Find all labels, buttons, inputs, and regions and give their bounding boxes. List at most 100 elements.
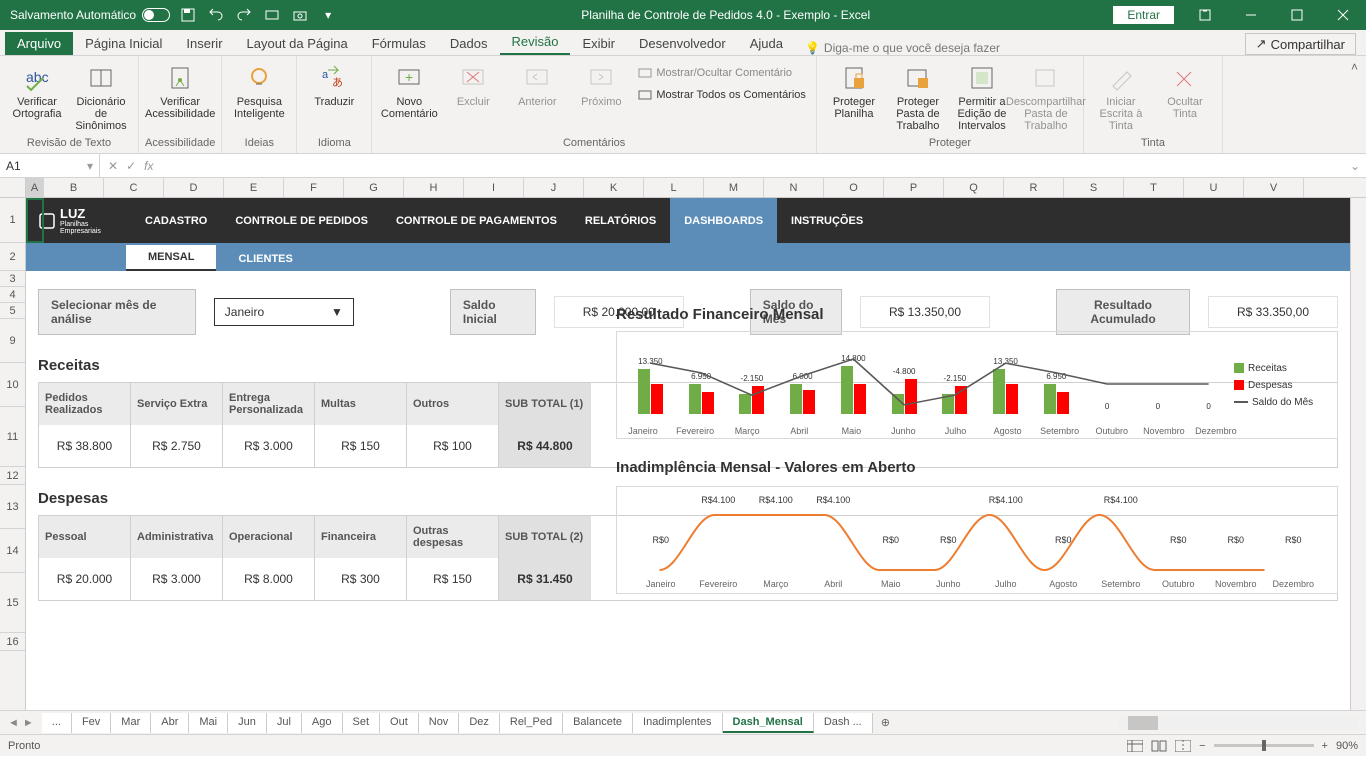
nav-relatorios[interactable]: RELATÓRIOS (571, 198, 670, 243)
qat-icon[interactable] (262, 5, 282, 25)
sheet-tab[interactable]: Abr (151, 713, 189, 733)
row-header[interactable]: 5 (0, 303, 25, 319)
sheet-tab[interactable]: Ago (302, 713, 343, 733)
nav-pagamentos[interactable]: CONTROLE DE PAGAMENTOS (382, 198, 571, 243)
row-header[interactable]: 14 (0, 529, 25, 573)
zoom-out-button[interactable]: − (1199, 740, 1205, 752)
zoom-slider[interactable] (1214, 744, 1314, 747)
subtab-mensal[interactable]: MENSAL (126, 245, 216, 271)
expand-formula-icon[interactable]: ⌄ (1344, 159, 1366, 173)
zoom-in-button[interactable]: + (1322, 740, 1328, 752)
column-header[interactable]: S (1064, 178, 1124, 197)
sheet-tab[interactable]: Inadimplentes (633, 713, 723, 733)
tab-developer[interactable]: Desenvolvedor (627, 32, 738, 55)
nav-pedidos[interactable]: CONTROLE DE PEDIDOS (221, 198, 382, 243)
sheet-tab[interactable]: Nov (419, 713, 460, 733)
protect-sheet-button[interactable]: Proteger Planilha (823, 60, 885, 120)
login-button[interactable]: Entrar (1113, 6, 1174, 24)
accept-formula-icon[interactable]: ✓ (126, 159, 136, 173)
smart-lookup-button[interactable]: Pesquisa Inteligente (228, 60, 290, 120)
fx-icon[interactable]: fx (144, 159, 153, 173)
column-header[interactable]: R (1004, 178, 1064, 197)
column-header[interactable]: Q (944, 178, 1004, 197)
row-header[interactable]: 16 (0, 633, 25, 651)
column-header[interactable]: J (524, 178, 584, 197)
column-header[interactable]: D (164, 178, 224, 197)
view-layout-icon[interactable] (1151, 740, 1167, 752)
column-header[interactable]: N (764, 178, 824, 197)
column-header[interactable]: T (1124, 178, 1184, 197)
save-icon[interactable] (178, 5, 198, 25)
row-header[interactable]: 9 (0, 319, 25, 363)
tab-insert[interactable]: Inserir (174, 32, 234, 55)
row-header[interactable]: 2 (0, 243, 25, 271)
share-button[interactable]: ↗Compartilhar (1245, 33, 1356, 55)
translate-button[interactable]: aあTraduzir (303, 60, 365, 108)
nav-instrucoes[interactable]: INSTRUÇÕES (777, 198, 877, 243)
cancel-formula-icon[interactable]: ✕ (108, 159, 118, 173)
start-ink-button[interactable]: Iniciar Escrita à Tinta (1090, 60, 1152, 132)
row-header[interactable]: 10 (0, 363, 25, 407)
sheet-tab[interactable]: Set (343, 713, 381, 733)
redo-icon[interactable] (234, 5, 254, 25)
column-header[interactable]: C (104, 178, 164, 197)
column-header[interactable]: I (464, 178, 524, 197)
row-header[interactable]: 4 (0, 287, 25, 303)
column-header[interactable]: G (344, 178, 404, 197)
zoom-level[interactable]: 90% (1336, 740, 1358, 752)
column-header[interactable]: H (404, 178, 464, 197)
column-header[interactable]: F (284, 178, 344, 197)
sheet-tab[interactable]: Mai (189, 713, 228, 733)
thesaurus-button[interactable]: Dicionário de Sinônimos (70, 60, 132, 132)
sheet-tab[interactable]: Dez (459, 713, 500, 733)
sheet-tab[interactable]: ... (42, 713, 72, 733)
column-header[interactable]: O (824, 178, 884, 197)
autosave-toggle[interactable]: Salvamento Automático (10, 8, 170, 22)
new-comment-button[interactable]: +Novo Comentário (378, 60, 440, 120)
tell-me-search[interactable]: 💡Diga-me o que você deseja fazer (805, 41, 1000, 55)
subtab-clientes[interactable]: CLIENTES (216, 247, 314, 271)
sheet-nav-next-icon[interactable]: ► (23, 717, 34, 729)
sheet-nav-prev-icon[interactable]: ◄ (8, 717, 19, 729)
qat-dropdown-icon[interactable]: ▾ (318, 5, 338, 25)
row-header[interactable]: 12 (0, 467, 25, 485)
minimize-icon[interactable] (1228, 0, 1274, 30)
tab-view[interactable]: Exibir (570, 32, 627, 55)
sheet-tab[interactable]: Rel_Ped (500, 713, 563, 733)
row-header[interactable]: 13 (0, 485, 25, 529)
vertical-scrollbar[interactable] (1350, 198, 1366, 710)
worksheet-content[interactable]: LUZPlanilhasEmpresariais CADASTRO CONTRO… (26, 198, 1350, 710)
column-header[interactable]: A (26, 178, 44, 197)
tab-file[interactable]: Arquivo (5, 32, 73, 55)
next-comment-button[interactable]: Próximo (570, 60, 632, 108)
row-header[interactable]: 3 (0, 271, 25, 287)
show-hide-comment-button[interactable]: Mostrar/Ocultar Comentário (634, 64, 810, 82)
column-header[interactable]: L (644, 178, 704, 197)
prev-comment-button[interactable]: Anterior (506, 60, 568, 108)
sheet-tab[interactable]: Balancete (563, 713, 633, 733)
collapse-ribbon-icon[interactable]: ˄ (1343, 56, 1366, 153)
column-header[interactable]: U (1184, 178, 1244, 197)
hide-ink-button[interactable]: Ocultar Tinta (1154, 60, 1216, 120)
select-all-button[interactable] (0, 178, 26, 197)
tab-home[interactable]: Página Inicial (73, 32, 174, 55)
view-normal-icon[interactable] (1127, 740, 1143, 752)
show-all-comments-button[interactable]: Mostrar Todos os Comentários (634, 86, 810, 104)
nav-cadastro[interactable]: CADASTRO (131, 198, 221, 243)
sheet-tab[interactable]: Out (380, 713, 419, 733)
row-header[interactable]: 1 (0, 198, 25, 243)
column-header[interactable]: P (884, 178, 944, 197)
sheet-tab[interactable]: Jun (228, 713, 267, 733)
column-header[interactable]: K (584, 178, 644, 197)
spelling-button[interactable]: abcVerificar Ortografia (6, 60, 68, 120)
tab-data[interactable]: Dados (438, 32, 500, 55)
allow-edit-ranges-button[interactable]: Permitir a Edição de Intervalos (951, 60, 1013, 132)
month-select[interactable]: Janeiro▼ (214, 298, 354, 326)
name-box[interactable]: A1▾ (0, 154, 100, 177)
tab-help[interactable]: Ajuda (738, 32, 795, 55)
tab-layout[interactable]: Layout da Página (235, 32, 360, 55)
column-header[interactable]: B (44, 178, 104, 197)
sheet-tab[interactable]: Fev (72, 713, 111, 733)
add-sheet-button[interactable]: ⊕ (873, 716, 898, 729)
unshare-workbook-button[interactable]: Descompartilhar Pasta de Trabalho (1015, 60, 1077, 132)
